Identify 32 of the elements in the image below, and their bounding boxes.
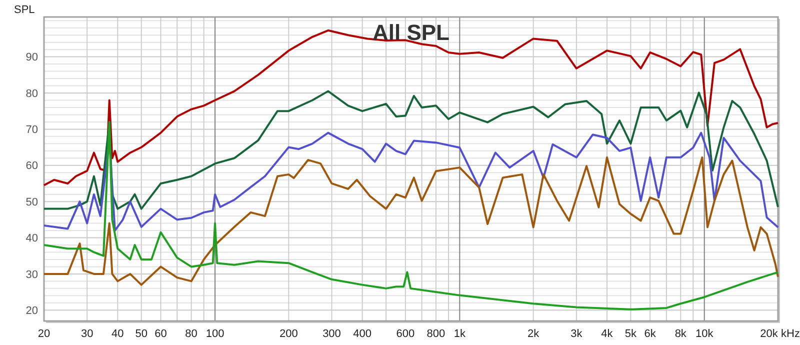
x-tick-label: 60 xyxy=(154,328,167,340)
x-tick-label: 100 xyxy=(206,328,224,340)
x-tick-label: 3k xyxy=(570,328,583,340)
chart-title: All SPL xyxy=(372,20,450,45)
x-tick-label: 40 xyxy=(112,328,124,340)
y-tick-label: 30 xyxy=(26,268,38,281)
y-tick-label: 90 xyxy=(26,52,38,64)
x-tick-label: 400 xyxy=(353,328,372,340)
x-tick-label: 600 xyxy=(396,328,415,340)
x-tick-label: 200 xyxy=(279,328,298,340)
y-tick-label: 40 xyxy=(26,232,38,245)
x-tick-label: 2k xyxy=(528,328,540,340)
x-tick-label: 8k xyxy=(674,328,687,340)
x-tick-label: 300 xyxy=(322,328,341,340)
y-tick-label: 70 xyxy=(26,124,38,136)
x-tick-label: 50 xyxy=(135,328,148,340)
x-tick-label: 5k xyxy=(624,328,637,340)
y-axis-title: SPL xyxy=(14,4,35,16)
y-tick-label: 80 xyxy=(26,88,38,100)
x-tick-label: 20 xyxy=(38,328,50,340)
y-tick-label: 20 xyxy=(26,304,38,317)
x-tick-label: 800 xyxy=(426,328,446,340)
x-tick-label: 30 xyxy=(80,328,94,340)
x-tick-label: 4k xyxy=(601,328,614,340)
x-tick-label: 6k xyxy=(644,328,656,340)
x-tick-label: 20k xyxy=(760,328,778,340)
x-tick-label: 10k xyxy=(695,328,714,340)
x-tick-label: 1k xyxy=(454,328,466,340)
x-tick-label: 80 xyxy=(185,328,198,340)
x-axis-title: kHz xyxy=(781,328,800,340)
y-tick-label: 50 xyxy=(26,196,38,208)
y-tick-label: 60 xyxy=(26,160,38,172)
